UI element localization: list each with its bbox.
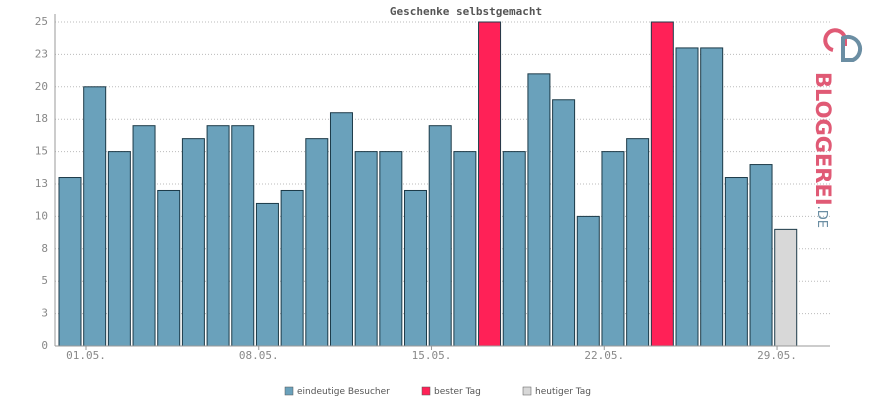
y-tick-label: 23 — [35, 47, 48, 60]
bar — [231, 125, 255, 347]
x-tick-label: 29.05. — [757, 349, 797, 362]
logo-icon — [823, 28, 863, 62]
bar — [527, 73, 551, 347]
bar — [181, 138, 205, 347]
x-tick-label: 08.05. — [239, 349, 279, 362]
bar — [428, 125, 452, 347]
bar — [453, 151, 477, 347]
bar — [601, 151, 625, 347]
bar — [552, 99, 576, 347]
y-tick-label: 0 — [41, 339, 48, 352]
x-tick-label: 15.05. — [412, 349, 452, 362]
x-tick-label: 01.05. — [66, 349, 106, 362]
bar — [502, 151, 526, 347]
bar — [478, 21, 502, 347]
bar — [749, 164, 773, 347]
bar — [650, 21, 674, 347]
legend-label: heutiger Tag — [535, 387, 591, 397]
legend-swatch — [284, 386, 294, 396]
bar — [329, 112, 353, 347]
y-tick-label: 10 — [35, 209, 48, 222]
y-tick-label: 18 — [35, 112, 48, 125]
logo-suffix: .DE — [815, 206, 830, 228]
bar — [255, 202, 279, 347]
bar — [724, 177, 748, 347]
bar — [157, 189, 181, 347]
y-tick-label: 3 — [41, 307, 48, 320]
logo-text: BLOGGEREI.DE — [811, 72, 835, 228]
logo-name: BLOGGEREI — [811, 72, 835, 206]
bar — [626, 138, 650, 347]
bar — [700, 47, 724, 347]
bar — [404, 189, 428, 347]
logo: BLOGGEREI.DE — [811, 72, 835, 228]
bar — [107, 151, 131, 347]
legend-label: eindeutige Besucher — [297, 387, 390, 397]
bar — [675, 47, 699, 347]
y-tick-label: 20 — [35, 80, 48, 93]
legend-swatch — [522, 386, 532, 396]
bar — [774, 228, 798, 347]
legend-swatch — [421, 386, 431, 396]
y-tick-label: 15 — [35, 145, 48, 158]
bar — [58, 177, 82, 347]
y-tick-label: 13 — [35, 177, 48, 190]
bar — [132, 125, 156, 347]
y-tick-label: 8 — [41, 242, 48, 255]
y-tick-label: 5 — [41, 274, 48, 287]
bar — [576, 215, 600, 347]
bar — [305, 138, 329, 347]
chart-title: Geschenke selbstgemacht — [390, 5, 542, 18]
legend-label: bester Tag — [434, 387, 481, 397]
bar — [206, 125, 230, 347]
bar — [83, 86, 107, 347]
bar — [379, 151, 403, 347]
x-tick-label: 22.05. — [584, 349, 624, 362]
bar — [280, 189, 304, 347]
bar — [354, 151, 378, 347]
y-tick-label: 25 — [35, 15, 48, 28]
